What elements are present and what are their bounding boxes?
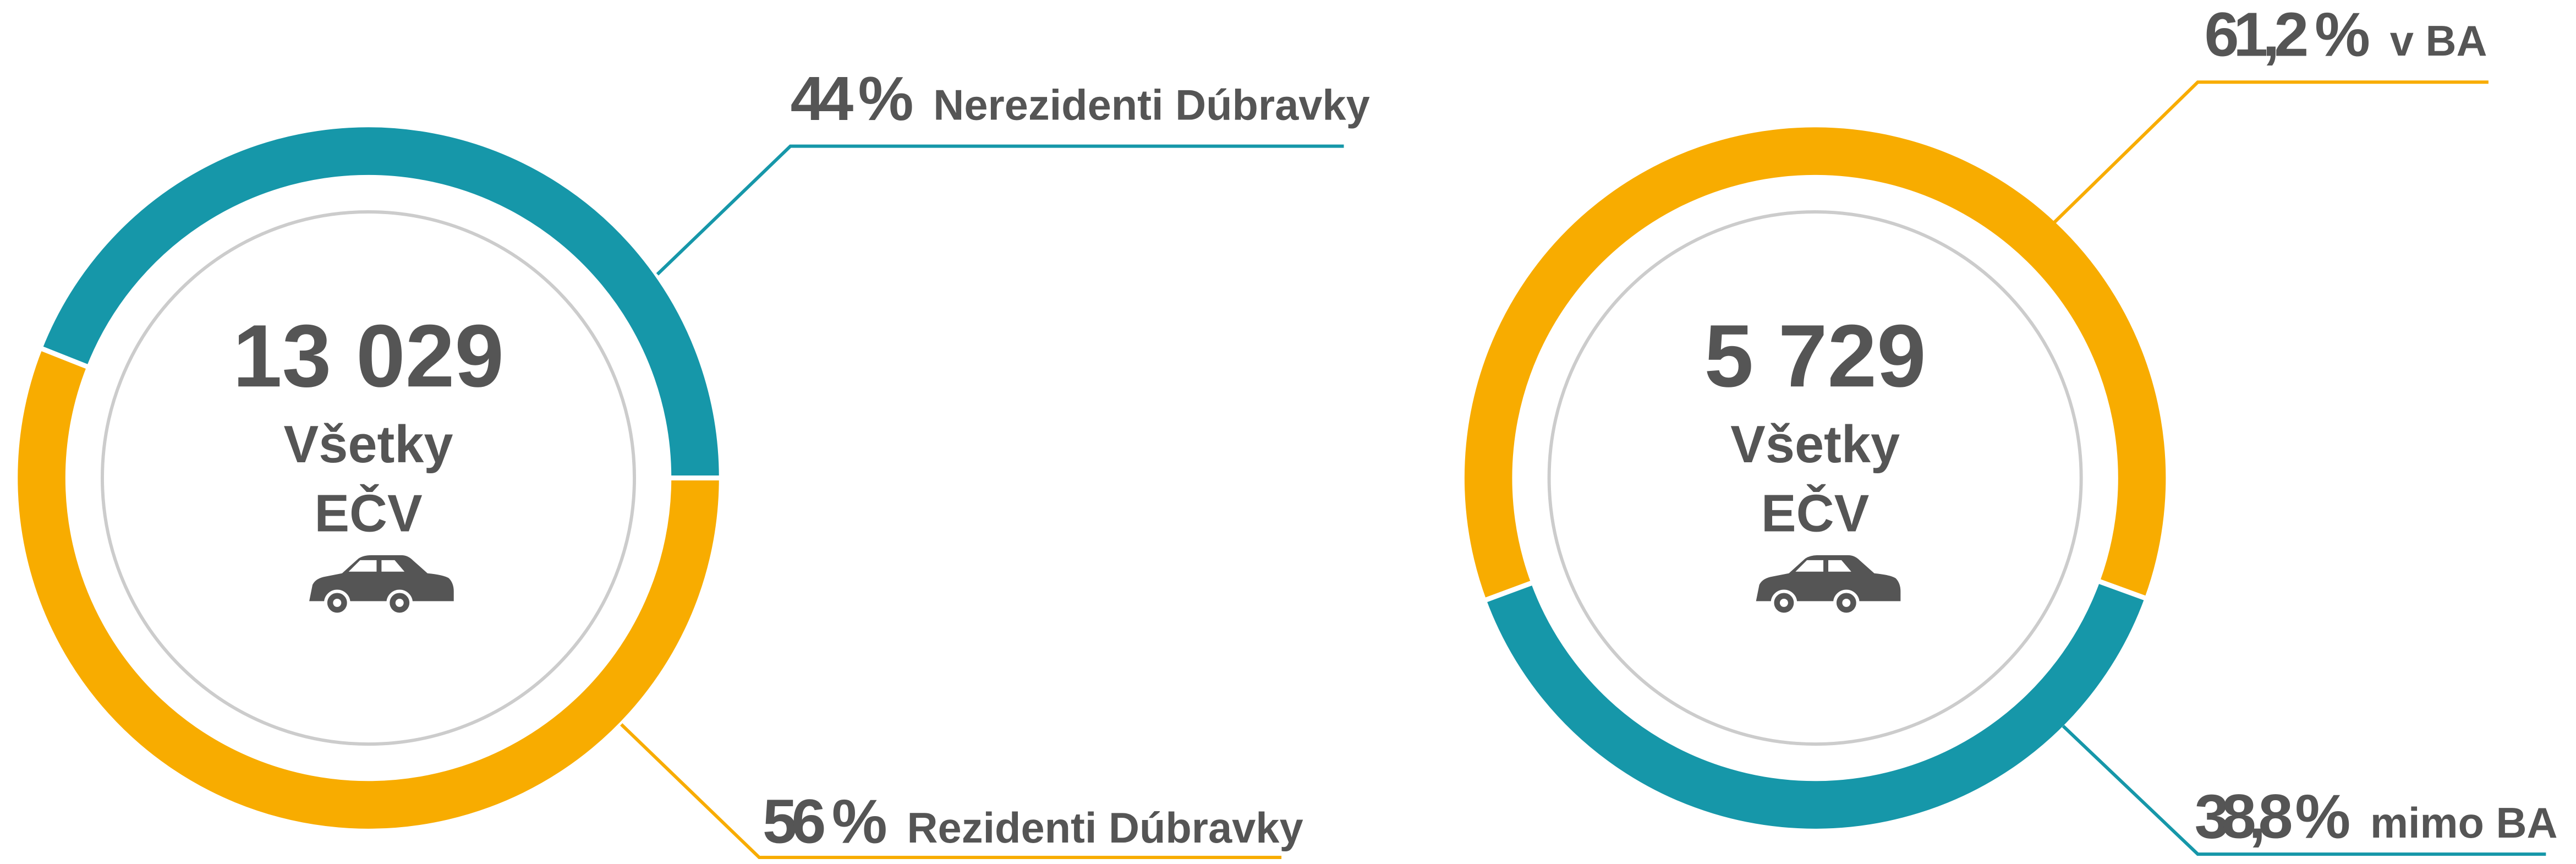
leader-line — [656, 144, 1344, 276]
center-label: Všetky — [284, 415, 453, 474]
inner-ring — [1547, 210, 2083, 746]
value-label: 44 % — [791, 64, 914, 134]
leader-line — [2052, 80, 2489, 225]
value-label: 56 % — [763, 786, 887, 856]
leader-line — [620, 723, 1282, 860]
center-value: 5 729 — [1704, 307, 1926, 406]
donut-chart: 61,2 % v BA 38,8 % mimo BA 5 729 Všetky EČV — [1459, 0, 2558, 856]
value-label: 38,8 % — [2195, 781, 2351, 851]
donut-chart: 44 % Nerezidenti Dúbravky 56 % Rezidenti Dú… — [13, 64, 1370, 860]
car-icon — [1756, 555, 1901, 601]
center-value: 13 029 — [233, 307, 504, 406]
car-hub — [333, 598, 342, 607]
car-hub — [1779, 598, 1788, 607]
donut-segment — [1481, 577, 2150, 834]
donut-segment — [13, 344, 724, 834]
car-window — [1795, 560, 1851, 572]
center-label: EČV — [1761, 483, 1870, 543]
car-hub — [1842, 598, 1851, 607]
car-window — [348, 560, 405, 572]
category-label: Rezidenti Dúbravky — [907, 805, 1303, 852]
category-label: Nerezidenti Dúbravky — [933, 81, 1369, 129]
category-label: v BA — [2390, 18, 2487, 65]
inner-ring — [100, 210, 637, 746]
category-label: mimo BA — [2370, 800, 2558, 847]
car-hub — [395, 598, 404, 607]
donut-segment — [1459, 122, 2171, 604]
car-icon — [309, 555, 454, 601]
value-label: 61,2 % — [2205, 0, 2370, 70]
center-label: EČV — [314, 483, 423, 543]
donut-segment — [37, 122, 724, 481]
leader-line — [2062, 725, 2546, 856]
center-label: Všetky — [1730, 415, 1900, 474]
